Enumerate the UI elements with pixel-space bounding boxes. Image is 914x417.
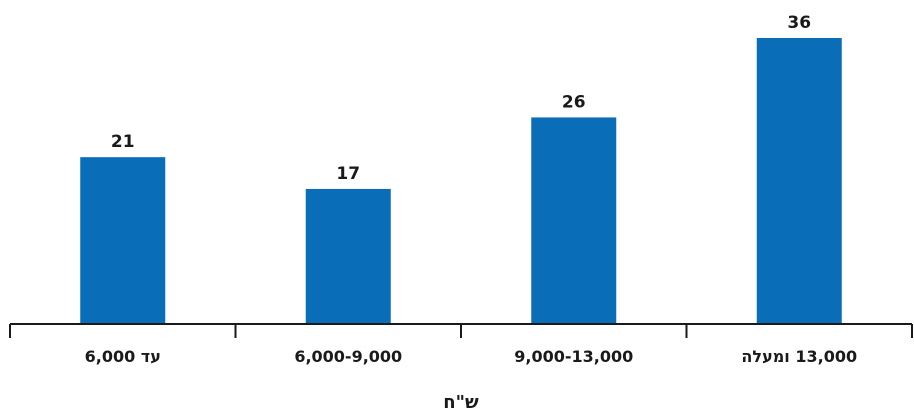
x-tick-label-3: 9,000-13,000 (514, 347, 633, 366)
x-tick-label-4: 13,000 ומעלה (741, 347, 857, 366)
value-labels-group: 21 17 26 36 (111, 13, 811, 184)
bar-4 (756, 38, 842, 324)
bars-group (80, 38, 842, 324)
x-axis-ticks (9, 324, 913, 338)
x-tick-label-1: עד 6,000 (85, 347, 161, 366)
bar-value-label-3: 26 (562, 92, 586, 112)
bar-3 (531, 117, 617, 324)
bar-value-label-4: 36 (787, 13, 811, 33)
bar-2 (305, 188, 391, 324)
x-tick-label-2: 6,000-9,000 (294, 347, 402, 366)
bar-value-label-1: 21 (111, 132, 135, 152)
x-axis-tick-labels: עד 6,000 6,000-9,000 9,000-13,000 13,000 ומ… (85, 347, 857, 366)
bar-1 (80, 157, 166, 324)
x-axis-title: ש"ח (443, 392, 479, 413)
bar-value-label-2: 17 (336, 164, 360, 184)
